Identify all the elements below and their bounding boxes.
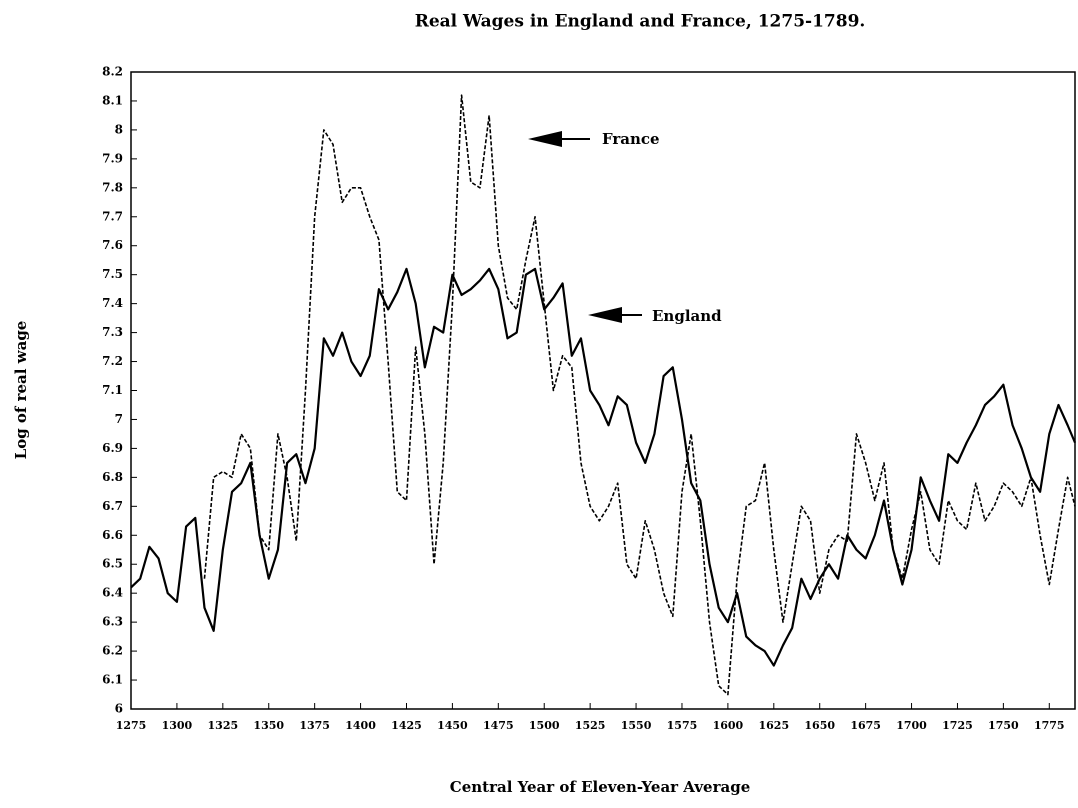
x-tick-label: 1750 — [988, 719, 1019, 732]
y-tick-label: 6.3 — [102, 615, 123, 629]
y-tick-label: 6.5 — [102, 557, 123, 571]
x-tick-label: 1375 — [299, 719, 330, 732]
y-tick-label: 7.1 — [102, 383, 123, 397]
x-tick-label: 1700 — [896, 719, 927, 732]
x-tick-label: 1575 — [667, 719, 698, 732]
y-tick-label: 7.7 — [102, 209, 123, 223]
x-tick-label: 1350 — [253, 719, 284, 732]
y-tick-label: 7.4 — [102, 296, 123, 310]
y-tick-label: 7.6 — [102, 238, 123, 252]
series-line — [130, 267, 1077, 667]
chart-title: Real Wages in England and France, 1275-1… — [415, 12, 866, 32]
x-tick-label: 1650 — [804, 719, 835, 732]
x-tick-label: 1625 — [758, 719, 789, 732]
y-tick-label: 7.9 — [102, 151, 123, 165]
y-tick-label: 6 — [115, 702, 123, 716]
x-tick-label: 1425 — [391, 719, 422, 732]
y-tick-label: 6.8 — [102, 470, 123, 484]
y-tick-label: 8.1 — [102, 93, 123, 107]
x-tick-label: 1600 — [713, 719, 744, 732]
x-tick-label: 1275 — [116, 719, 147, 732]
y-tick-label: 7.2 — [102, 354, 123, 368]
y-tick-label: 7.5 — [102, 267, 123, 281]
y-axis-label: Log of real wage — [12, 321, 30, 460]
series-line — [203, 94, 1076, 696]
y-tick-label: 6.4 — [102, 586, 123, 600]
y-tick-label: 7.8 — [102, 180, 123, 194]
x-tick-label: 1775 — [1034, 719, 1065, 732]
annotation: England — [652, 307, 722, 325]
x-tick-label: 1500 — [529, 719, 560, 732]
y-tick-label: 7.3 — [102, 325, 123, 339]
x-tick-label: 1450 — [437, 719, 468, 732]
annotation: France — [602, 130, 660, 148]
x-tick-label: 1725 — [942, 719, 973, 732]
y-tick-label: 8.2 — [102, 65, 123, 79]
x-tick-label: 1550 — [621, 719, 652, 732]
x-tick-label: 1675 — [850, 719, 881, 732]
x-tick-label: 1400 — [345, 719, 376, 732]
y-tick-label: 6.9 — [102, 441, 123, 455]
x-tick-label: 1300 — [162, 719, 193, 732]
y-tick-label: 6.2 — [102, 644, 123, 658]
y-tick-label: 6.1 — [102, 673, 123, 687]
x-axis-label: Central Year of Eleven-Year Average — [450, 778, 750, 796]
y-tick-label: 6.6 — [102, 528, 123, 542]
arrow-head — [588, 307, 622, 323]
x-tick-label: 1325 — [208, 719, 239, 732]
plot-frame — [130, 71, 1076, 710]
y-tick-label: 7 — [115, 412, 123, 426]
x-tick-label: 1525 — [575, 719, 606, 732]
y-tick-label: 6.7 — [102, 499, 123, 513]
arrow-head — [528, 131, 562, 147]
y-tick-label: 8 — [115, 122, 123, 136]
x-tick-label: 1475 — [483, 719, 514, 732]
